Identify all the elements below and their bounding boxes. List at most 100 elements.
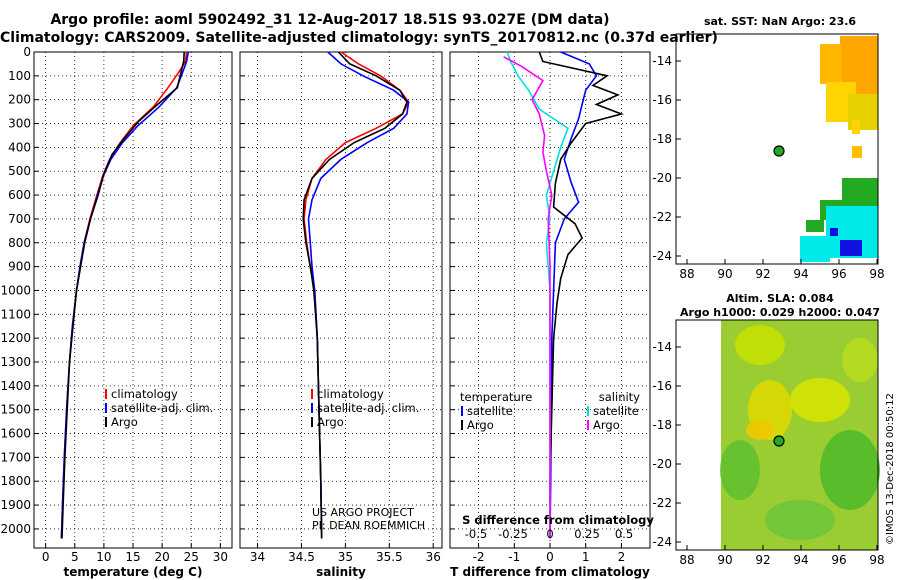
sst-patch-1 [820, 44, 842, 84]
x-tick-label-temperature-2: 10 [96, 550, 111, 564]
x-tick-label-salinity-4: 36 [426, 550, 441, 564]
sla-blob-6 [746, 420, 774, 440]
x-tick-label-temperature-1: 5 [71, 550, 79, 564]
series-temperature-2 [61, 51, 185, 539]
legend-s-label-1: Argo [593, 418, 620, 432]
sst-patch-7 [806, 220, 824, 232]
depth-label-12: 1200 [0, 331, 31, 345]
x-tick-label-salinity-2: 35 [338, 550, 353, 564]
legend-label-salinity-2: Argo [317, 415, 344, 429]
sla-map-lon-label-3: 94 [793, 553, 808, 567]
header-line-2: Climatology: CARS2009. Satellite-adjuste… [0, 30, 718, 46]
x-tick-label-temperature-0: 0 [42, 550, 50, 564]
sst-patch-12 [852, 120, 860, 134]
sst-map-lat-label-5: -24 [652, 249, 672, 263]
depth-label-16: 1600 [0, 427, 31, 441]
sla-map-lon-label-4: 96 [831, 553, 846, 567]
depth-label-4: 400 [8, 140, 31, 154]
depth-label-8: 800 [8, 236, 31, 250]
header-line-1: Argo profile: aoml 5902492_31 12-Aug-201… [50, 12, 610, 28]
sst-map-lon-label-0: 88 [679, 267, 694, 281]
x2-tick-label-4: 0.5 [615, 527, 633, 541]
sst-map-lat-label-2: -18 [652, 132, 672, 146]
x2-tick-label-2: 0 [546, 527, 553, 541]
sst-map-frame [675, 33, 879, 265]
legend-title-salinity: salinity [599, 390, 640, 404]
legend-s-label-0: satellite [593, 404, 639, 418]
sst-map-title: sat. SST: NaN Argo: 23.6 [703, 15, 857, 28]
footer-stamp: ©IMOS 13-Dec-2018 00:50:12 [885, 393, 896, 545]
x-tick-label-difference-3: 1 [582, 550, 590, 564]
depth-label-19: 1900 [0, 498, 31, 512]
panel-frame-salinity [239, 51, 443, 549]
series-temperature-0 [60, 51, 188, 539]
depth-label-2: 200 [8, 93, 31, 107]
sla-blob-1 [790, 378, 850, 422]
sla-argo-marker [773, 435, 785, 447]
sst-map-lon-label-2: 92 [755, 267, 770, 281]
x-tick-label-temperature-4: 20 [154, 550, 169, 564]
sla-map-frame [675, 319, 879, 551]
sst-map-lat-label-4: -22 [652, 210, 672, 224]
sla-map-lon-label-5: 98 [869, 553, 884, 567]
depth-label-11: 1100 [0, 307, 31, 321]
depth-label-7: 700 [8, 212, 31, 226]
sla-blob-7 [842, 338, 878, 382]
depth-label-10: 1000 [0, 283, 31, 297]
sst-map-lat-label-0: -14 [652, 54, 672, 68]
sst-patch-10 [840, 240, 862, 256]
sst-argo-marker [773, 145, 785, 157]
x-tick-label-difference-2: 0 [546, 550, 554, 564]
sst-patch-4 [852, 146, 862, 158]
credit-line-2: PI: DEAN ROEMMICH [312, 519, 425, 532]
credit-line-1: US ARGO PROJECT [312, 506, 414, 519]
depth-label-1: 100 [8, 69, 31, 83]
depth-label-20: 2000 [0, 522, 31, 536]
sst-map-lon-label-1: 90 [717, 267, 732, 281]
sla-blob-4 [820, 430, 880, 510]
x-axis-label-difference: T difference from climatology [450, 565, 650, 579]
depth-label-5: 500 [8, 164, 31, 178]
series-difference-3 [503, 56, 553, 539]
x-tick-label-difference-1: -1 [508, 550, 520, 564]
x-tick-label-salinity-3: 35.5 [376, 550, 403, 564]
x-tick-label-difference-0: -2 [473, 550, 485, 564]
sla-map-lat-label-2: -18 [652, 418, 672, 432]
series-salinity-1 [307, 51, 410, 539]
series-difference-0 [549, 51, 598, 539]
sla-map-lat-label-4: -22 [652, 496, 672, 510]
sst-patch-11 [830, 228, 838, 236]
x-tick-label-temperature-6: 30 [213, 550, 228, 564]
series-salinity-2 [302, 51, 408, 539]
sst-map-lon-label-5: 98 [869, 267, 884, 281]
depth-label-0: 0 [23, 45, 31, 59]
sla-map-lat-label-1: -16 [652, 379, 672, 393]
depth-label-14: 1400 [0, 379, 31, 393]
x-tick-label-salinity-1: 34.5 [288, 550, 315, 564]
legend-title-temperature: temperature [460, 390, 532, 404]
sla-map-lon-label-2: 92 [755, 553, 770, 567]
x2-axis-label: S difference from climatology [462, 513, 654, 527]
sla-map-lat-label-5: -24 [652, 535, 672, 549]
legend-label-temperature-0: climatology [111, 387, 178, 401]
sla-blob-5 [765, 500, 835, 540]
depth-label-6: 600 [8, 188, 31, 202]
depth-label-17: 1700 [0, 450, 31, 464]
x-tick-label-difference-4: 2 [618, 550, 626, 564]
sla-map-lon-label-0: 88 [679, 553, 694, 567]
sst-map-lon-label-3: 94 [793, 267, 808, 281]
sla-blob-0 [735, 325, 785, 365]
series-difference-1 [538, 51, 625, 539]
sst-map-lon-label-4: 96 [831, 267, 846, 281]
x-tick-label-salinity-0: 34 [250, 550, 265, 564]
x-axis-label-salinity: salinity [316, 565, 366, 579]
depth-label-15: 1500 [0, 403, 31, 417]
x-axis-label-temperature: temperature (deg C) [64, 565, 203, 579]
depth-label-18: 1800 [0, 474, 31, 488]
x2-tick-label-0: -0.5 [465, 527, 487, 541]
x2-tick-label-1: -0.25 [498, 527, 528, 541]
sst-map-lat-label-3: -20 [652, 171, 672, 185]
depth-label-3: 300 [8, 117, 31, 131]
sst-patch-9 [800, 236, 830, 262]
legend-label-salinity-1: satellite-adj. clim. [317, 401, 419, 415]
